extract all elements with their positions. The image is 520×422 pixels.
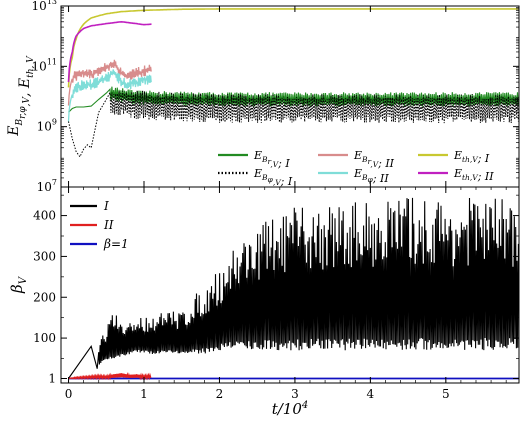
legend-label-part: E	[453, 167, 462, 180]
plot-frame	[60, 186, 520, 384]
legend-label-part: φ	[368, 175, 374, 184]
legend-label-part: ; II	[377, 157, 395, 170]
legend-label: Eth,V; II	[453, 167, 494, 183]
series-Bphi-II	[67, 69, 152, 122]
legend-label-part: E	[453, 149, 462, 162]
y-axis-label-part: , E	[17, 78, 33, 97]
x-tick-label: 2	[216, 387, 224, 401]
y-axis-label-part: E	[6, 126, 22, 137]
x-axis-label: t/104	[272, 400, 309, 418]
legend-label: EBr,V; II	[353, 149, 395, 170]
series-line	[68, 197, 519, 379]
legend-label-part: ; II	[477, 170, 495, 183]
x-axis-label-part: t/10	[272, 400, 303, 418]
y-tick-label: 400	[33, 209, 56, 223]
legend-label: β=1	[103, 237, 129, 251]
series-Br-II	[67, 59, 152, 106]
legend-label-part: E	[253, 167, 262, 180]
legend-label-part: ; I	[277, 157, 290, 170]
legend-label-part: th,V	[462, 173, 479, 182]
y-tick-exponent: 9	[52, 118, 57, 127]
x-tick-label: 3	[291, 387, 299, 401]
legend-label: EBr,V; I	[253, 149, 290, 170]
y-tick-exponent: 13	[47, 0, 57, 6]
y-axis-label: βV	[8, 275, 29, 294]
legend-label-part: th,V	[462, 155, 479, 164]
legend-label: EBφ,V; I	[253, 167, 293, 188]
legend-label-part: ; I	[477, 152, 490, 165]
series-line	[68, 372, 152, 381]
series-Bphi-I	[68, 90, 519, 158]
y-tick-label: 100	[33, 331, 56, 345]
y-tick-label: 200	[33, 290, 56, 304]
y-axis-label-part: r,φ	[18, 106, 28, 119]
series-line	[67, 59, 152, 106]
series-line	[67, 69, 152, 122]
y-tick-label: 1	[48, 372, 56, 386]
y-tick-exponent: 11	[47, 57, 57, 66]
y-tick-exponent: 7	[52, 178, 57, 187]
legend-label-part: ,V	[370, 160, 379, 169]
y-axis-label-part: th, V	[26, 55, 36, 78]
y-axis-label-part: β	[8, 284, 26, 294]
legend-label-part: ; II	[372, 172, 390, 185]
series-beta-I	[68, 197, 519, 379]
y-tick-label: 109	[37, 118, 57, 134]
legend-label-part: ,V	[273, 178, 282, 187]
legend-label-part: ,V	[270, 160, 279, 169]
y-tick-label: 1013	[32, 0, 57, 13]
legend-label-part: B	[261, 155, 268, 164]
x-tick-label: 4	[367, 387, 375, 401]
y-axis-label-part: V	[18, 275, 29, 284]
legend-label-part: r	[368, 157, 372, 166]
legend-label: Eth,V; I	[453, 149, 490, 165]
x-tick-label: 5	[442, 387, 450, 401]
legend-label-part: ; I	[280, 175, 293, 188]
legend-label-part: E	[253, 149, 262, 162]
legend-label-part: B	[361, 173, 368, 182]
y-axis-label: EBr,φ,V, Eth, V	[6, 55, 36, 137]
legend-label: I	[103, 199, 109, 213]
y-axis-label-part: B	[15, 119, 25, 127]
x-axis-label-part: 4	[301, 400, 308, 411]
legend-label-part: E	[353, 167, 362, 180]
legend-label-part: φ	[268, 175, 274, 184]
x-tick-label: 1	[140, 387, 148, 401]
legend-label-part: B	[361, 155, 368, 164]
y-axis-label-part: ,V	[22, 96, 32, 107]
legend-label-part: r	[268, 157, 272, 166]
legend-label: II	[103, 218, 114, 232]
legend-label: EBφ; II	[353, 167, 389, 185]
legend-label-part: B	[261, 173, 268, 182]
x-tick-label: 0	[65, 387, 73, 401]
y-tick-label: 107	[37, 178, 57, 194]
legend-label-part: E	[353, 149, 362, 162]
series-Eth-II	[67, 20, 152, 83]
y-tick-label: 300	[33, 249, 56, 263]
series-line	[68, 90, 519, 158]
series-line	[67, 20, 152, 83]
series-beta-II	[68, 372, 152, 381]
